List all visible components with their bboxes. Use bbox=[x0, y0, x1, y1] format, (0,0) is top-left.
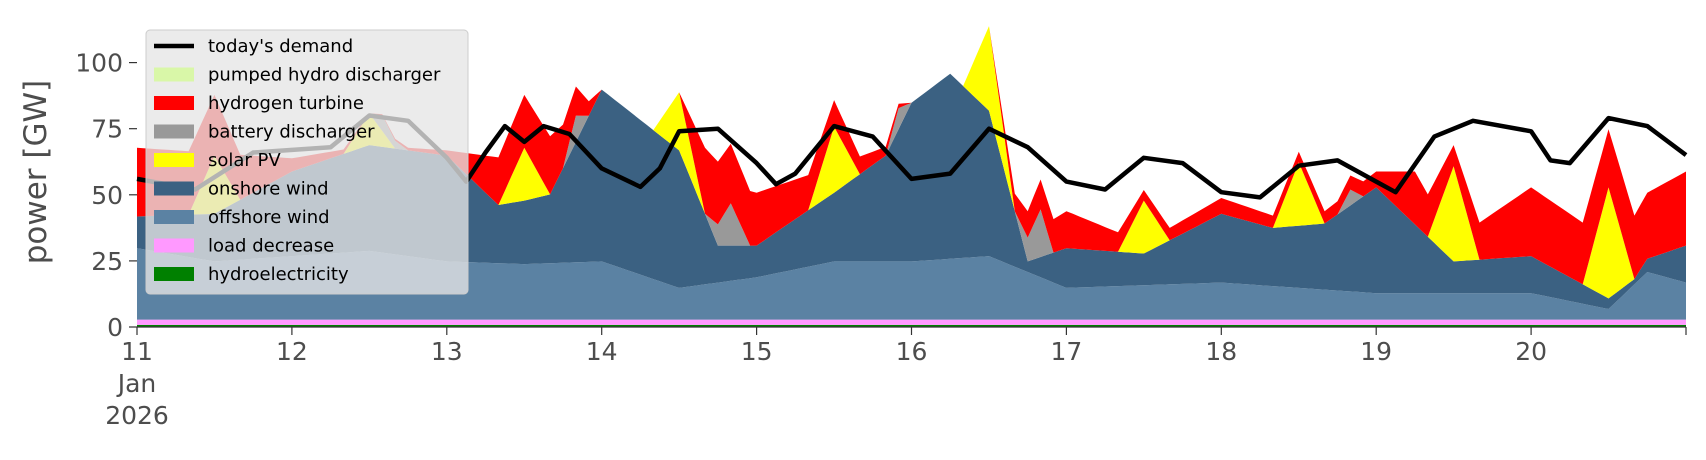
x-tick-label: 2026 bbox=[105, 401, 169, 430]
x-tick-label: 19 bbox=[1360, 337, 1392, 366]
x-tick-label: 16 bbox=[896, 337, 928, 366]
legend-swatch-pumped-hydro-discharger bbox=[154, 67, 194, 82]
x-tick-label: 14 bbox=[586, 337, 618, 366]
legend-swatch-solar-pv bbox=[154, 153, 194, 167]
legend-label-today-s-demand: today's demand bbox=[208, 36, 353, 57]
axes: power [GW] 0 25 50 75 100 11 Jan 2026 12 13 14 15 16… bbox=[18, 49, 1687, 430]
x-tick-label: 13 bbox=[431, 337, 463, 366]
area-onshore-wind bbox=[137, 73, 1686, 309]
area-load-decrease bbox=[137, 319, 1686, 325]
legend-swatch-hydroelectricity bbox=[154, 267, 194, 281]
x-tick-label: 20 bbox=[1515, 337, 1547, 366]
legend-box bbox=[145, 29, 469, 295]
x-tick-label: 12 bbox=[276, 337, 308, 366]
legend-label-battery-discharger: battery discharger bbox=[208, 122, 375, 143]
line-today-s-demand bbox=[136, 113, 1688, 200]
legend-swatch-hydrogen-turbine bbox=[154, 96, 194, 110]
legend-swatch-onshore-wind bbox=[154, 181, 194, 196]
legend-swatch-load-decrease bbox=[154, 238, 194, 253]
legend-label-hydrogen-turbine: hydrogen turbine bbox=[208, 93, 364, 114]
legend-swatch-battery-discharger bbox=[154, 124, 194, 139]
x-tick-label: Jan bbox=[116, 369, 157, 398]
legend-label-hydroelectricity: hydroelectricity bbox=[208, 264, 349, 285]
legend-label-offshore-wind: offshore wind bbox=[208, 207, 330, 228]
y-tick-label: 50 bbox=[91, 181, 123, 210]
x-tick-label: 17 bbox=[1050, 337, 1082, 366]
legend-label-onshore-wind: onshore wind bbox=[208, 179, 329, 200]
y-tick-label: 25 bbox=[91, 247, 123, 276]
legend-swatch-offshore-wind bbox=[154, 210, 194, 224]
legend-label-solar-pv: solar PV bbox=[208, 150, 281, 171]
y-tick-label: 0 bbox=[107, 313, 123, 342]
x-tick-label: 15 bbox=[741, 337, 773, 366]
y-axis-label: power [GW] bbox=[18, 80, 54, 265]
x-tick-label: 11 bbox=[121, 337, 153, 366]
demand-line-layer bbox=[136, 113, 1688, 200]
legend-label-load-decrease: load decrease bbox=[208, 236, 334, 257]
y-tick-label: 100 bbox=[75, 49, 123, 78]
legend: today's demand pumped hydro discharger hyd… bbox=[145, 29, 469, 295]
x-tick-label: 18 bbox=[1205, 337, 1237, 366]
y-tick-label: 75 bbox=[91, 115, 123, 144]
legend-label-pumped-hydro-discharger: pumped hydro discharger bbox=[208, 65, 441, 86]
area-offshore-wind bbox=[137, 248, 1686, 320]
